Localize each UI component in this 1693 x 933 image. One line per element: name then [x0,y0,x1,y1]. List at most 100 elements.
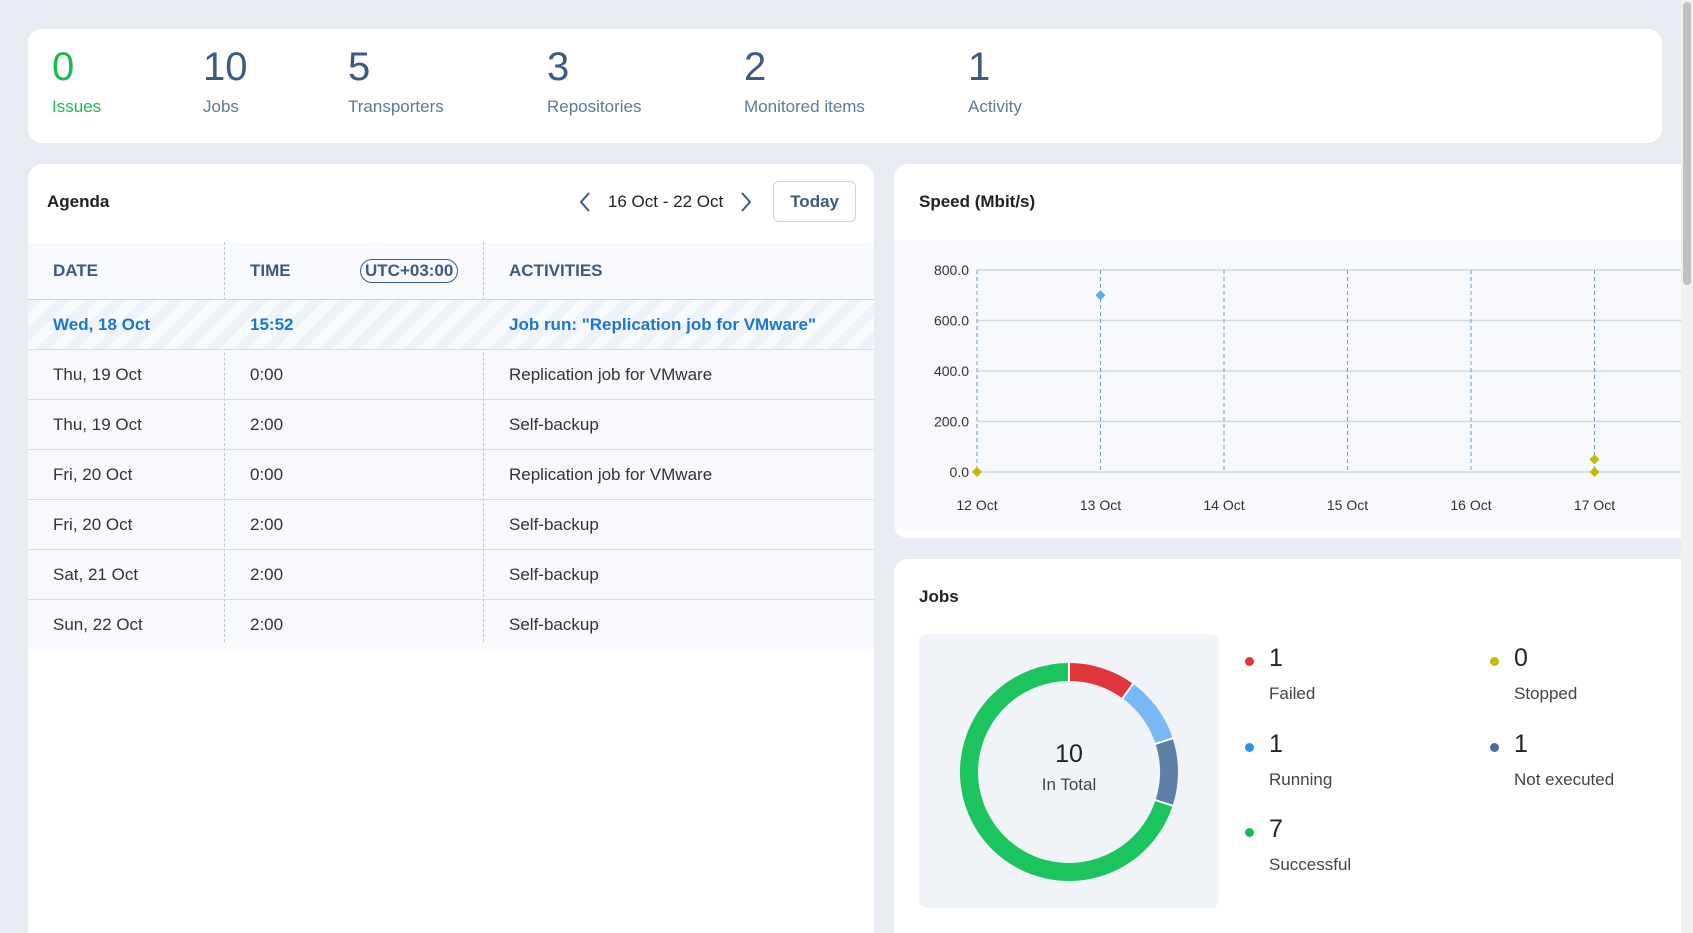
row-date: Wed, 18 Oct [53,314,150,334]
failed-dot-icon [1245,657,1254,666]
row-activity: Self-backup [509,514,599,534]
row-time: 0:00 [250,364,284,384]
not-executed-dot-icon [1490,743,1499,752]
table-row[interactable]: Sat, 21 Oct 2:00 Self-backup [28,550,874,600]
data-point [972,467,982,477]
table-row[interactable]: Fri, 20 Oct 0:00 Replication job for VMw… [28,450,874,500]
row-date: Sun, 22 Oct [53,615,143,634]
stat-value: 1 [968,45,991,89]
legend-label: Successful [1269,855,1352,874]
y-tick-label: 800.0 [934,262,969,278]
stat-issues[interactable]: 0 Issues [52,47,101,117]
legend-value: 0 [1514,644,1528,672]
stat-activity[interactable]: 1 Activity [968,47,1022,117]
header-time[interactable]: TIME [250,260,291,280]
x-tick-label: 15 Oct [1327,497,1368,513]
donut-total-label: In Total [1041,775,1097,794]
y-tick-label: 600.0 [934,313,969,329]
y-tick-label: 400.0 [934,363,969,379]
donut-svg [960,662,1178,881]
legend-value: 7 [1269,815,1283,843]
stat-jobs[interactable]: 10 Jobs [203,47,248,117]
row-time: 15:52 [250,314,294,334]
stat-repositories[interactable]: 3 Repositories [547,47,642,117]
row-date: Fri, 20 Oct [53,464,133,484]
donut-slice [960,663,1173,881]
row-activity[interactable]: Job run: "Replication job for VMware" [509,314,817,334]
stat-value: 5 [348,45,371,89]
table-row[interactable]: Fri, 20 Oct 2:00 Self-backup [28,500,874,550]
row-time: 2:00 [250,615,284,634]
stat-monitored-items[interactable]: 2 Monitored items [744,47,865,117]
agenda-title: Agenda [47,192,110,211]
x-tick-label: 13 Oct [1080,497,1121,513]
data-point [1589,467,1600,477]
data-point [1095,290,1106,301]
row-date: Thu, 19 Oct [53,414,142,434]
running-dot-icon [1245,743,1254,752]
x-tick-label: 14 Oct [1203,497,1244,513]
chevron-left-icon [579,191,590,212]
slice-separator [1121,682,1135,700]
stat-value: 2 [744,45,767,89]
summary-panel: 0 Issues 10 Jobs 5 Transporters 3 Reposi… [28,29,1662,143]
y-tick-label: 200.0 [934,414,969,430]
legend-label: Not executed [1514,770,1615,789]
donut-slice [1155,738,1178,806]
agenda-panel: Agenda 16 Oct - 22 Oct Today DATE TIME U… [28,164,874,933]
stat-value: 0 [52,45,75,89]
stat-label: Monitored items [744,97,865,116]
row-activity: Self-backup [509,414,599,434]
table-row[interactable]: Thu, 19 Oct 0:00 Replication job for VMw… [28,350,874,400]
table-row[interactable]: Sun, 22 Oct 2:00 Self-backup [28,600,874,650]
x-tick-label: 17 Oct [1574,497,1615,513]
stat-label: Transporters [348,97,444,116]
stat-label: Activity [968,97,1022,116]
x-tick-label: 12 Oct [956,497,997,513]
stat-value: 10 [203,45,248,89]
legend-value: 1 [1269,730,1283,758]
timezone-badge: UTC+03:00 [360,259,459,283]
row-activity: Self-backup [509,564,599,584]
scrollbar-thumb[interactable] [1683,2,1691,285]
legend-label: Stopped [1514,684,1578,703]
agenda-navigation: 16 Oct - 22 Oct Today [570,181,856,222]
row-activity: Replication job for VMware [509,364,713,384]
row-activity: Self-backup [509,615,599,634]
today-button[interactable]: Today [773,181,856,222]
slice-separator [1154,798,1174,807]
jobs-panel: Jobs 10 In Total 1 Failed 0 Stopped 1 Ru… [894,559,1693,933]
table-header: DATE TIME UTC+03:00 ACTIVITIES [28,242,874,300]
table-row[interactable]: Wed, 18 Oct 15:52 Job run: "Replication … [28,300,874,350]
legend-label: Running [1269,770,1333,789]
column-divider [483,242,484,642]
prev-week-button[interactable] [570,187,600,217]
x-tick-label: 16 Oct [1450,497,1491,513]
legend-value: 1 [1514,730,1528,758]
row-activity: Replication job for VMware [509,464,713,484]
row-date: Fri, 20 Oct [53,514,133,534]
jobs-title: Jobs [919,587,959,606]
header-activities[interactable]: ACTIVITIES [509,260,603,280]
stopped-dot-icon [1490,657,1499,666]
row-time: 2:00 [250,414,284,434]
jobs-donut-chart: 10 In Total [919,634,1219,908]
successful-dot-icon [1245,828,1254,837]
page-scrollbar[interactable] [1681,0,1693,933]
next-week-button[interactable] [731,187,761,217]
legend-label: Failed [1269,684,1316,703]
table-row[interactable]: Thu, 19 Oct 2:00 Self-backup [28,400,874,450]
chevron-right-icon [741,191,752,212]
row-date: Thu, 19 Oct [53,364,142,384]
stat-value: 3 [547,45,570,89]
stat-transporters[interactable]: 5 Transporters [348,47,444,117]
legend-value: 1 [1269,644,1283,672]
column-divider [224,242,225,642]
stat-label: Issues [52,97,102,116]
row-date: Sat, 21 Oct [53,564,139,584]
header-date[interactable]: DATE [53,260,99,280]
speed-title: Speed (Mbit/s) [919,192,1036,211]
data-point [1589,454,1600,465]
donut-total: 10 [1055,740,1083,768]
speed-chart-svg: 0.0 200.0 400.0 600.0 800.0 12 Oct 13 Oct 14 Oc… [934,262,1693,513]
